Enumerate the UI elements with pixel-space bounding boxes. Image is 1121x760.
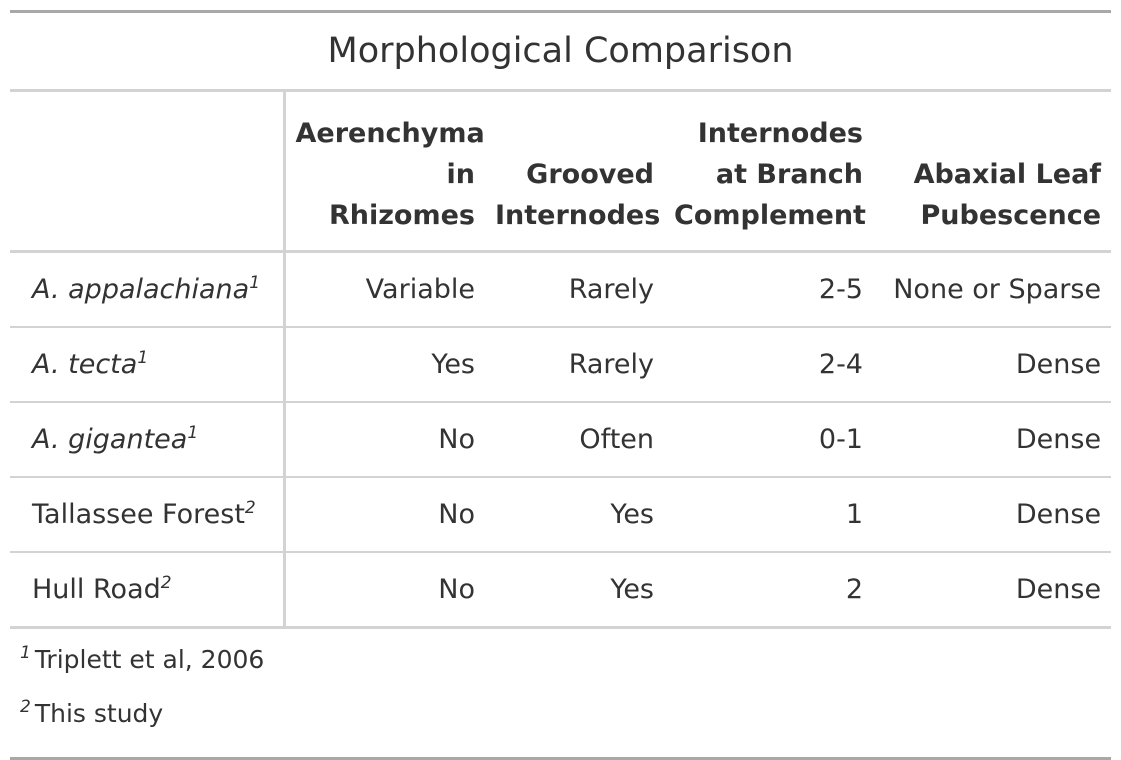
- table-cell: No: [284, 477, 485, 553]
- footnote-mark: 1: [20, 643, 31, 663]
- table-cell: Variable: [284, 251, 485, 328]
- row-label: Tallassee Forest2: [10, 477, 286, 553]
- table-cell: Dense: [873, 552, 1112, 629]
- table-cell: Yes: [485, 477, 664, 553]
- footnote: 2 This study: [20, 693, 1111, 747]
- table-cell: 2: [664, 552, 873, 629]
- table-cell: Often: [485, 402, 664, 478]
- column-header-grooved-internodes: Grooved Internodes: [485, 90, 664, 253]
- table-cell: 1: [664, 477, 873, 553]
- table-cell: No: [284, 402, 485, 478]
- column-header-row: Aerenchyma in Rhizomes Grooved Internode…: [10, 90, 1112, 253]
- row-label: A. appalachiana1: [10, 251, 286, 328]
- stub-header: [10, 90, 286, 253]
- footnote-text: This study: [34, 699, 164, 728]
- table-cell: Yes: [485, 552, 664, 629]
- row-label-text: A. appalachiana: [32, 274, 250, 305]
- table-row: A. appalachiana1 Variable Rarely 2-5 Non…: [10, 251, 1112, 328]
- row-label-text: Hull Road: [32, 574, 161, 605]
- table-row: Tallassee Forest2 No Yes 1 Dense: [10, 477, 1112, 553]
- row-label-text: A. tecta: [32, 349, 138, 380]
- title-row: Morphological Comparison: [10, 10, 1112, 92]
- comparison-table-container: Morphological Comparison Aerenchyma in R…: [10, 10, 1112, 760]
- footnote-mark: 2: [244, 498, 256, 518]
- row-label: A. gigantea1: [10, 402, 286, 478]
- column-header-leaf-pubescence: Abaxial Leaf Pubescence: [873, 90, 1112, 253]
- table-cell: Yes: [284, 327, 485, 403]
- table-row: A. gigantea1 No Often 0-1 Dense: [10, 402, 1112, 478]
- footnote-mark: 1: [249, 273, 261, 293]
- footnote-text: Triplett et al, 2006: [34, 645, 265, 674]
- row-label-text: A. gigantea: [32, 424, 188, 455]
- table-cell: No: [284, 552, 485, 629]
- table-cell: None or Sparse: [873, 251, 1112, 328]
- morphological-comparison-table: Morphological Comparison Aerenchyma in R…: [10, 10, 1112, 629]
- table-title: Morphological Comparison: [10, 10, 1112, 92]
- table-row: A. tecta1 Yes Rarely 2-4 Dense: [10, 327, 1112, 403]
- footnote-mark: 1: [187, 423, 199, 443]
- footnote-mark: 2: [160, 573, 172, 593]
- table-cell: Rarely: [485, 251, 664, 328]
- table-cell: 0-1: [664, 402, 873, 478]
- table-cell: 2-5: [664, 251, 873, 328]
- footnote-mark: 2: [20, 697, 31, 717]
- column-header-internodes-branch: Internodes at Branch Complement: [664, 90, 873, 253]
- table-footnotes: 1 Triplett et al, 2006 2 This study: [10, 629, 1111, 760]
- row-label-text: Tallassee Forest: [32, 499, 245, 530]
- footnote-mark: 1: [137, 348, 149, 368]
- table-cell: Dense: [873, 402, 1112, 478]
- row-label: A. tecta1: [10, 327, 286, 403]
- table-cell: 2-4: [664, 327, 873, 403]
- row-label: Hull Road2: [10, 552, 286, 629]
- table-row: Hull Road2 No Yes 2 Dense: [10, 552, 1112, 629]
- table-cell: Dense: [873, 477, 1112, 553]
- column-header-aerenchyma: Aerenchyma in Rhizomes: [284, 90, 485, 253]
- table-cell: Dense: [873, 327, 1112, 403]
- footnote: 1 Triplett et al, 2006: [20, 639, 1111, 693]
- table-cell: Rarely: [485, 327, 664, 403]
